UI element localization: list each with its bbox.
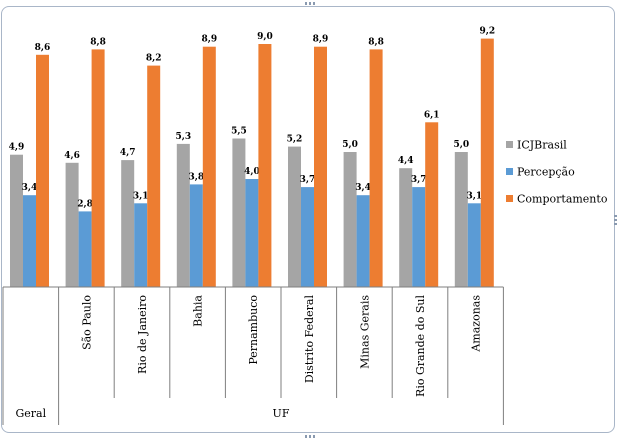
value-label-comportamento-pernambuco: 9,0	[257, 32, 273, 42]
bar-icjbrasil-distrito-federal	[288, 146, 301, 287]
bar-icjbrasil-sao-paulo	[65, 162, 79, 287]
bar-percepcao-pernambuco	[245, 179, 259, 287]
legend-swatch-icjbrasil	[506, 141, 513, 148]
category-label-rio-grande-do-sul: Rio Grande do Sul	[414, 295, 427, 397]
value-label-comportamento-minas-gerais: 8,8	[368, 37, 384, 47]
bar-comportamento-amazonas	[480, 38, 494, 287]
bar-comportamento-geral	[36, 54, 49, 287]
value-label-comportamento-sao-paulo: 8,8	[90, 37, 106, 47]
bar-icjbrasil-minas-gerais	[343, 152, 357, 287]
bar-comportamento-rio-grande-do-sul	[425, 122, 439, 287]
bar-percepcao-geral	[23, 195, 36, 287]
bar-icjbrasil-geral	[10, 154, 23, 287]
category-label-minas-gerais: Minas Gerais	[358, 295, 371, 369]
resize-handle-bottom[interactable]	[305, 435, 315, 438]
value-label-comportamento-bahia: 8,9	[201, 35, 217, 45]
bar-percepcao-sao-paulo	[78, 211, 92, 287]
value-label-percepcao-distrito-federal: 3,7	[300, 175, 316, 185]
legend-label-comportamento: Comportamento	[517, 193, 608, 206]
bar-icjbrasil-rio-grande-do-sul	[399, 168, 413, 287]
group-label-uf: UF	[273, 407, 290, 420]
bar-comportamento-minas-gerais	[369, 49, 383, 288]
legend-label-percepcao: Percepção	[517, 166, 575, 179]
value-label-icjbrasil-geral: 4,9	[9, 143, 25, 153]
value-label-icjbrasil-amazonas: 5,0	[453, 140, 469, 150]
group-label-geral: Geral	[15, 407, 46, 420]
legend-swatch-comportamento	[506, 195, 513, 202]
category-label-pernambuco: Pernambuco	[247, 295, 260, 365]
value-label-percepcao-geral: 3,4	[22, 183, 38, 193]
value-label-comportamento-rio-grande-do-sul: 6,1	[424, 110, 440, 120]
value-label-icjbrasil-distrito-federal: 5,2	[287, 135, 303, 145]
category-label-sao-paulo: São Paulo	[80, 295, 93, 350]
value-label-comportamento-distrito-federal: 8,9	[313, 35, 329, 45]
resize-handle-top[interactable]	[305, 2, 315, 5]
value-label-percepcao-rio-de-janeiro: 3,1	[133, 191, 149, 201]
bar-percepcao-amazonas	[467, 203, 481, 287]
value-label-percepcao-amazonas: 3,1	[466, 191, 482, 201]
value-label-icjbrasil-rio-de-janeiro: 4,7	[120, 148, 136, 158]
value-label-comportamento-amazonas: 9,2	[479, 27, 495, 37]
category-label-rio-de-janeiro: Rio de Janeiro	[136, 295, 149, 374]
value-label-icjbrasil-sao-paulo: 4,6	[64, 151, 80, 161]
bar-icjbrasil-pernambuco	[232, 138, 246, 287]
category-label-amazonas: Amazonas	[470, 295, 483, 353]
bar-icjbrasil-amazonas	[454, 152, 468, 287]
value-label-icjbrasil-minas-gerais: 5,0	[342, 140, 358, 150]
legend-swatch-percepcao	[506, 168, 513, 175]
bar-percepcao-minas-gerais	[356, 195, 370, 287]
resize-handle-right[interactable]	[614, 215, 617, 225]
bar-percepcao-distrito-federal	[301, 187, 314, 287]
bar-comportamento-distrito-federal	[314, 46, 327, 288]
value-label-percepcao-rio-grande-do-sul: 3,7	[411, 175, 427, 185]
bar-icjbrasil-bahia	[176, 143, 190, 287]
legend-label-icjbrasil: ICJBrasil	[517, 139, 567, 152]
value-label-icjbrasil-rio-grande-do-sul: 4,4	[398, 156, 414, 166]
value-label-percepcao-minas-gerais: 3,4	[355, 183, 371, 193]
value-label-percepcao-pernambuco: 4,0	[244, 167, 260, 177]
bar-comportamento-rio-de-janeiro	[147, 65, 161, 287]
bar-comportamento-sao-paulo	[91, 49, 105, 288]
value-label-icjbrasil-pernambuco: 5,5	[231, 127, 247, 137]
bar-comportamento-pernambuco	[258, 44, 272, 287]
category-label-distrito-federal: Distrito Federal	[303, 295, 316, 384]
bar-percepcao-rio-grande-do-sul	[412, 187, 426, 287]
value-label-comportamento-geral: 8,6	[35, 43, 51, 53]
value-label-percepcao-sao-paulo: 2,8	[77, 199, 93, 209]
value-label-percepcao-bahia: 3,8	[188, 172, 204, 182]
bar-percepcao-rio-de-janeiro	[134, 203, 148, 287]
value-label-icjbrasil-bahia: 5,3	[175, 132, 191, 142]
bar-percepcao-bahia	[189, 184, 203, 287]
bar-comportamento-bahia	[202, 46, 216, 288]
value-label-comportamento-rio-de-janeiro: 8,2	[146, 54, 162, 64]
bar-icjbrasil-rio-de-janeiro	[121, 160, 135, 287]
category-label-bahia: Bahia	[192, 295, 205, 327]
